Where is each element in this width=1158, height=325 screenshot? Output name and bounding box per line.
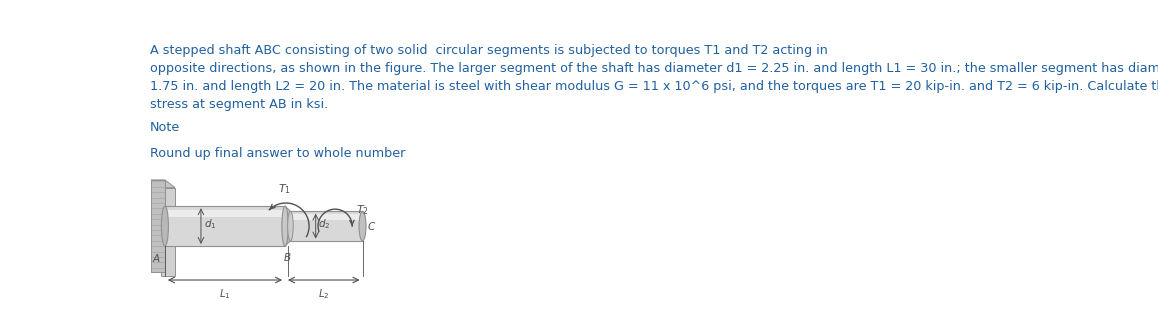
Text: $d_2$: $d_2$ <box>318 218 330 231</box>
Ellipse shape <box>281 206 288 246</box>
Text: $L_2$: $L_2$ <box>318 287 330 301</box>
Polygon shape <box>285 206 291 246</box>
Text: $C$: $C$ <box>367 220 376 232</box>
Bar <box>164 210 285 217</box>
Text: A stepped shaft ABC consisting of two solid  circular segments is subjected to t: A stepped shaft ABC consisting of two so… <box>151 45 828 58</box>
Polygon shape <box>161 188 175 276</box>
Text: stress at segment AB in ksi.: stress at segment AB in ksi. <box>151 98 329 111</box>
Text: $L_1$: $L_1$ <box>219 287 230 301</box>
Text: $T_2$: $T_2$ <box>356 203 369 217</box>
FancyBboxPatch shape <box>151 180 164 272</box>
Ellipse shape <box>161 206 168 246</box>
Ellipse shape <box>359 212 366 241</box>
Bar <box>164 206 285 246</box>
Text: $B$: $B$ <box>283 251 292 263</box>
Text: opposite directions, as shown in the figure. The larger segment of the shaft has: opposite directions, as shown in the fig… <box>151 62 1158 75</box>
Text: 1.75 in. and length L2 = 20 in. The material is steel with shear modulus G = 11 : 1.75 in. and length L2 = 20 in. The mate… <box>151 80 1158 93</box>
Text: Note: Note <box>151 122 181 135</box>
Polygon shape <box>151 180 175 188</box>
Text: $T_1$: $T_1$ <box>278 182 291 196</box>
Text: Round up final answer to whole number: Round up final answer to whole number <box>151 147 405 160</box>
Ellipse shape <box>287 212 293 241</box>
Bar <box>291 214 362 219</box>
Text: $A$: $A$ <box>153 252 161 264</box>
Text: $d_1$: $d_1$ <box>204 218 217 231</box>
Bar <box>291 212 362 241</box>
